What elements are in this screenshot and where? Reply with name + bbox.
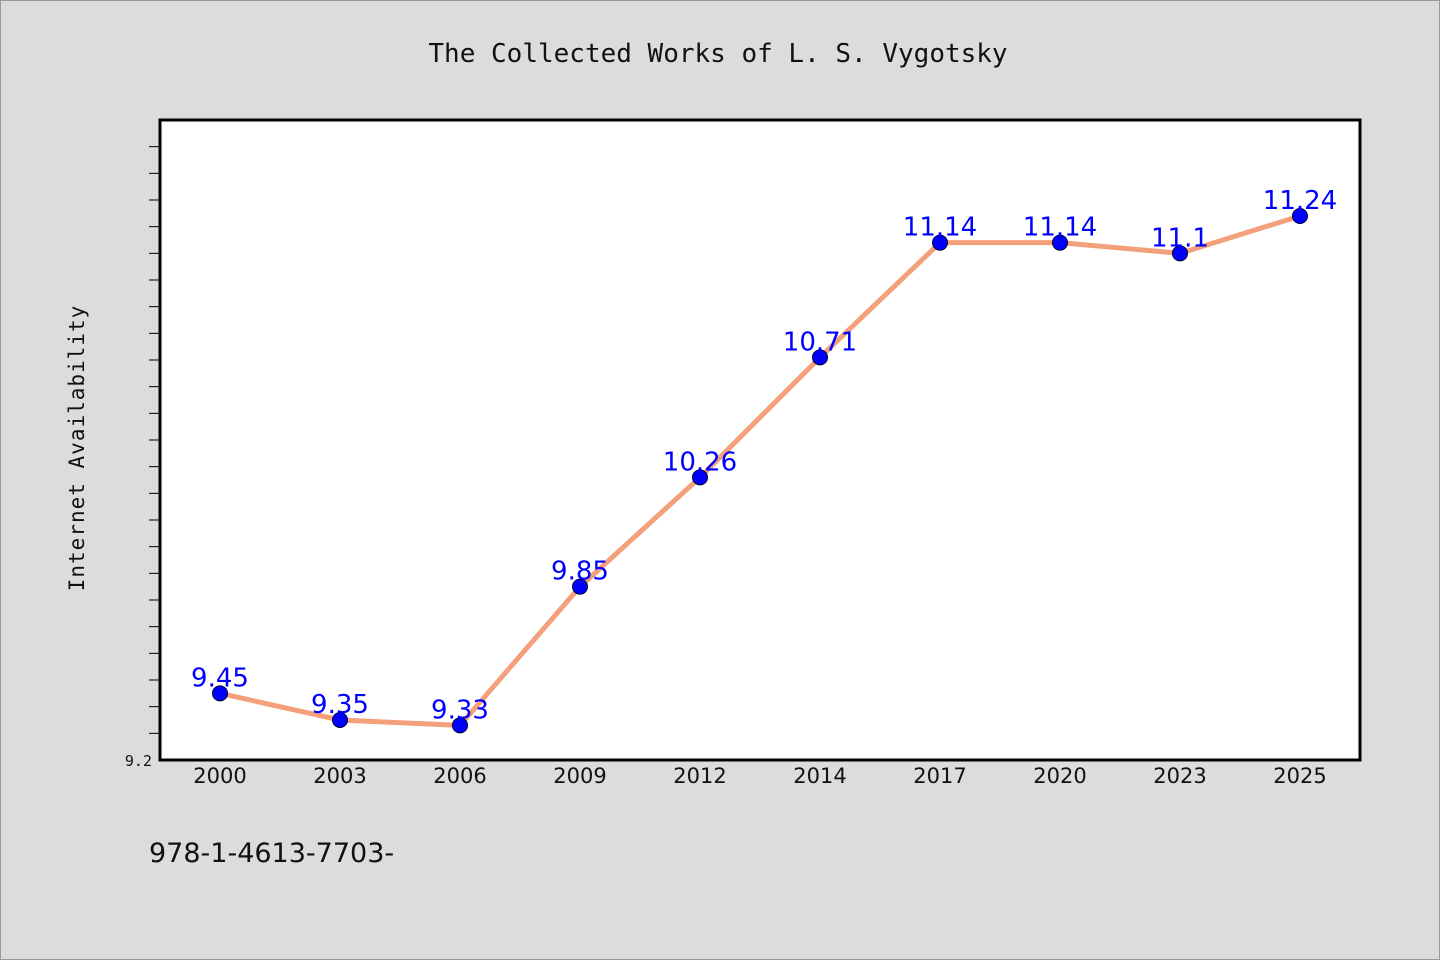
series-line-group <box>217 213 1303 728</box>
data-point-2003 <box>332 712 348 728</box>
data-label-2003: 9.35 <box>311 690 369 720</box>
data-label-2025: 11.24 <box>1263 186 1337 216</box>
data-label-2014: 10.71 <box>783 327 857 357</box>
x-tick-label-2006: 2006 <box>433 764 486 788</box>
data-label-2000: 9.45 <box>191 663 249 693</box>
data-label-2009: 9.85 <box>551 557 609 587</box>
chart-title: The Collected Works of L. S. Vygotsky <box>428 39 1007 69</box>
data-point-2012 <box>692 469 708 486</box>
data-label-2020: 11.14 <box>1023 213 1097 243</box>
x-tick-label-2000: 2000 <box>193 764 246 788</box>
data-points <box>212 208 1308 734</box>
data-label-2012: 10.26 <box>663 447 737 477</box>
data-point-2014 <box>812 349 828 366</box>
data-labels: 9.45 9.35 9.33 9.85 10.26 10.71 11.14 11.14 11.1… <box>191 186 1337 725</box>
data-point-2025 <box>1292 208 1308 224</box>
x-tick-label-2025: 2025 <box>1273 764 1326 788</box>
x-tick-label-2017: 2017 <box>913 764 966 788</box>
series-line <box>217 213 1303 728</box>
plot-area <box>158 118 1362 762</box>
data-label-2017: 11.14 <box>903 213 977 243</box>
x-tick-label-2012: 2012 <box>673 764 726 788</box>
x-tick-label-2023: 2023 <box>1153 764 1206 788</box>
x-tick-label-2009: 2009 <box>553 764 606 788</box>
data-point-2006 <box>452 717 468 734</box>
data-label-2023: 11.1 <box>1151 223 1209 253</box>
data-point-2009 <box>572 578 588 595</box>
x-tick-label-2003: 2003 <box>313 764 366 788</box>
y-axis-ticks <box>149 146 160 734</box>
y-axis-label: Internet Availability <box>65 305 89 592</box>
data-label-2006: 9.33 <box>431 695 489 725</box>
data-point-2020 <box>1052 234 1068 251</box>
y-tick-label: 9.2 <box>125 752 152 770</box>
data-point-2023 <box>1172 245 1188 262</box>
x-axis-tick-labels: 2000 2003 2006 2009 2012 2014 2017 2020 2023 2025 <box>193 764 1326 788</box>
data-point-2017 <box>932 234 948 251</box>
footer-code: 978-1-4613-7703- <box>149 838 394 869</box>
x-tick-label-2020: 2020 <box>1033 764 1086 788</box>
data-point-2000 <box>212 685 228 702</box>
x-tick-label-2014: 2014 <box>793 764 846 788</box>
